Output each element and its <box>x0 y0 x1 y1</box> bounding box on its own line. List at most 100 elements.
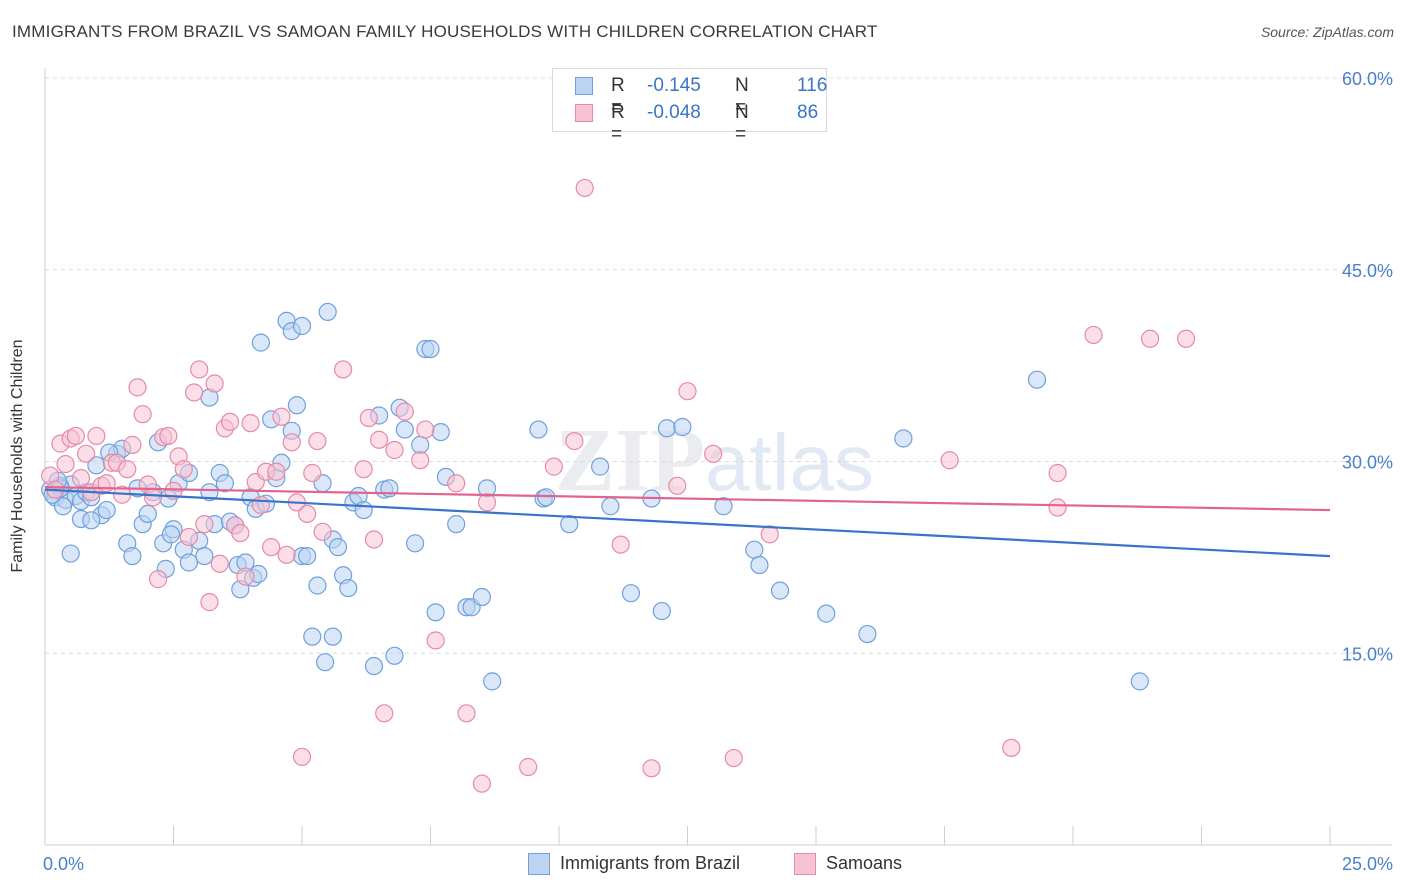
samoan-point <box>611 535 630 554</box>
brazil-point <box>750 555 769 575</box>
brazil-point <box>770 581 790 600</box>
samoan-point <box>364 530 384 549</box>
samoan-point <box>724 748 743 768</box>
samoan-point <box>334 360 353 379</box>
samoan-point <box>267 462 286 481</box>
brazil-point <box>354 500 373 520</box>
y-axis-label: Family Households with Children <box>9 339 26 573</box>
brazil-point <box>411 435 430 454</box>
brazil-point <box>138 504 157 524</box>
brazil-point <box>447 515 466 534</box>
samoan-point <box>642 759 661 778</box>
samoan-point <box>231 523 250 543</box>
brazil-point <box>395 420 414 439</box>
x-tick-label: 25.0% <box>1342 854 1393 874</box>
samoan-point <box>128 378 147 397</box>
samoan-point <box>71 469 91 488</box>
samoan-point <box>395 402 414 421</box>
n-label: N = <box>735 75 749 118</box>
samoan-point <box>760 525 779 544</box>
brazil-point <box>328 538 348 557</box>
samoan-point <box>298 504 317 524</box>
legend-swatch-samoans <box>794 853 816 875</box>
brazil-point <box>251 333 270 352</box>
brazil-point <box>200 483 219 502</box>
samoan-point <box>190 360 209 379</box>
samoan-point <box>565 431 584 451</box>
samoan-point <box>220 412 240 431</box>
brazil-point <box>657 419 677 438</box>
brazil-point <box>339 578 358 598</box>
brazil-point <box>405 534 425 553</box>
axes <box>44 68 1392 846</box>
samoan-point <box>123 435 142 454</box>
samoan-point <box>77 444 96 463</box>
samoan-point <box>354 460 373 479</box>
samoans-swatch <box>575 104 593 122</box>
samoan-point <box>184 383 204 402</box>
samoan-point <box>1084 325 1103 345</box>
y-tick-label: 15.0% <box>1342 644 1393 664</box>
legend: Immigrants from Brazil Samoans <box>0 852 1406 878</box>
samoan-point <box>87 426 106 446</box>
samoan-point <box>148 570 168 589</box>
watermark: ZIP atlas <box>555 411 874 510</box>
r-label: R = <box>611 75 625 118</box>
brazil-point <box>97 500 116 520</box>
brazil-point <box>318 302 337 322</box>
brazil-point <box>323 627 342 646</box>
brazil-trend-line <box>44 488 1331 558</box>
samoan-point <box>1048 498 1067 517</box>
r-label: R = <box>611 102 625 145</box>
samoan-point <box>544 457 563 476</box>
stats-box: R = -0.145 N = 116 R = -0.048 N = 86 <box>552 68 827 145</box>
brazil-point <box>560 515 579 534</box>
samoan-point <box>56 454 75 474</box>
samoan-point <box>575 178 594 198</box>
brazil-point <box>652 601 671 621</box>
brazil-point <box>1130 672 1149 691</box>
samoan-point <box>704 444 723 463</box>
samoan-point <box>292 747 312 766</box>
samoan-point <box>66 426 85 446</box>
samoan-point <box>1002 738 1021 757</box>
brazil-point <box>537 488 556 507</box>
samoan-point <box>1140 329 1160 348</box>
legend-label-brazil: Immigrants from Brazil <box>560 853 741 873</box>
samoan-point <box>200 593 219 612</box>
samoan-point <box>159 426 178 446</box>
samoan-point <box>370 430 389 449</box>
brazil-point <box>894 429 913 448</box>
r-value: -0.048 <box>647 102 701 123</box>
brazil-point <box>123 546 142 566</box>
brazil-point <box>529 420 548 439</box>
brazil-point <box>179 553 199 572</box>
samoan-point <box>251 495 270 515</box>
brazil-point <box>858 624 877 644</box>
brazil-point <box>316 653 335 672</box>
brazil-point <box>303 627 322 646</box>
y-tick-label: 60.0% <box>1342 69 1393 89</box>
brazil-point <box>308 576 327 595</box>
samoan-point <box>272 407 291 426</box>
chart-title: IMMIGRANTS FROM BRAZIL VS SAMOAN FAMILY … <box>12 22 878 41</box>
brazil-point <box>421 339 440 359</box>
samoan-point <box>411 451 430 470</box>
legend-label-samoans: Samoans <box>826 853 903 873</box>
brazil-point <box>364 656 384 676</box>
legend-swatch-brazil <box>528 853 550 875</box>
samoan-point <box>303 463 322 483</box>
samoan-point <box>678 382 697 401</box>
tick-labels: 15.0% 30.0% 45.0% 60.0% 0.0% 25.0% <box>43 69 1393 874</box>
samoan-point <box>282 433 301 452</box>
samoan-point <box>472 774 491 793</box>
brazil-point <box>195 546 214 566</box>
brazil-swatch <box>575 77 593 95</box>
brazil-point <box>714 497 733 516</box>
samoan-point <box>519 757 538 777</box>
samoan-point <box>457 704 476 723</box>
brazil-point <box>287 396 306 415</box>
watermark-atlas: atlas <box>705 418 874 507</box>
trend-lines <box>44 485 1331 558</box>
